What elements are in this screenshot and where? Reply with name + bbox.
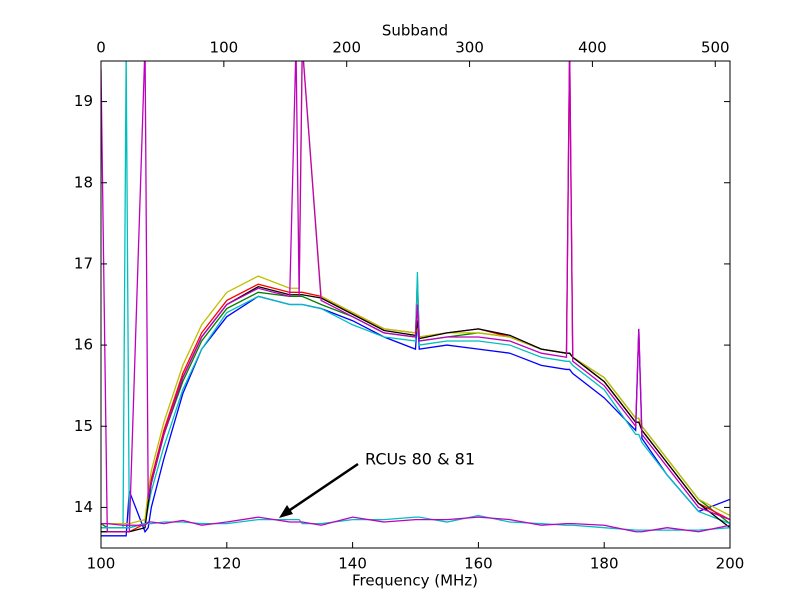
x2-tick-label: 0 [96,39,106,57]
y-tick-label: 19 [74,92,93,110]
line [101,285,730,533]
y-tick-label: 15 [74,417,93,435]
arrow-head [279,505,293,518]
y-tick-label: 14 [74,498,93,516]
annotation: RCUs 80 & 81 [365,450,475,469]
x2-tick-label: 500 [701,39,730,57]
y-tick-label: 18 [74,173,93,191]
x2-tick-label: 100 [210,39,239,57]
line [101,61,730,533]
x2-tick-label: 300 [455,39,484,57]
x-tick-label: 200 [716,555,745,573]
line [101,516,730,533]
y-tick-label: 16 [74,336,93,354]
x2-tick-label: 200 [332,39,361,57]
x2-tick-label: 400 [578,39,607,57]
line [101,514,730,531]
y-tick-label: 17 [74,254,93,272]
plot-frame [100,60,731,549]
x-tick-label: 180 [590,555,619,573]
x2-axis-label: Subband [382,22,448,40]
plot-area [101,61,730,548]
x-tick-label: 100 [87,555,116,573]
annotation-arrow [279,462,359,518]
arrow-shaft [283,462,359,516]
x-tick-label: 140 [338,555,367,573]
line [101,295,730,537]
x-tick-label: 160 [464,555,493,573]
lines [101,61,730,537]
x-axis-label: Frequency (MHz) [352,572,478,590]
x-tick-label: 120 [212,555,241,573]
